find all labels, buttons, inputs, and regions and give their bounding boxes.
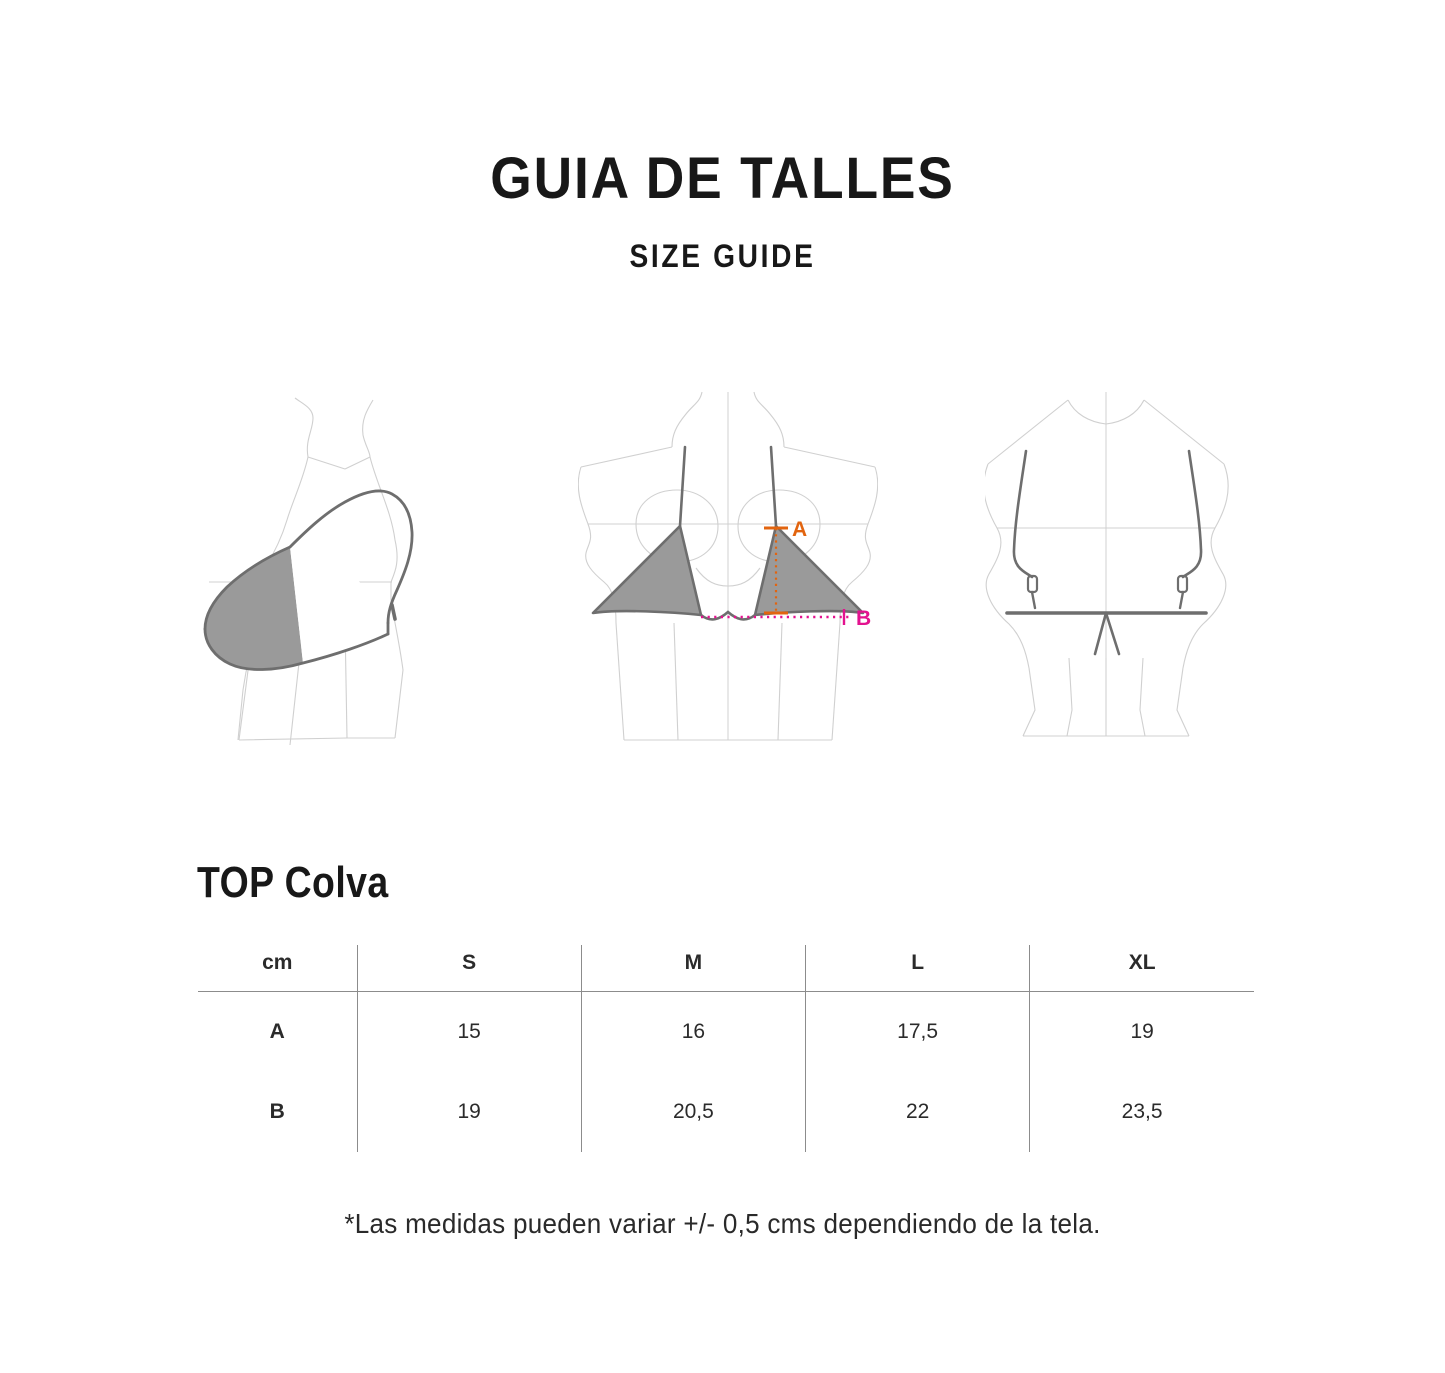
svg-text:B: B: [856, 607, 871, 630]
svg-text:A: A: [792, 518, 807, 541]
